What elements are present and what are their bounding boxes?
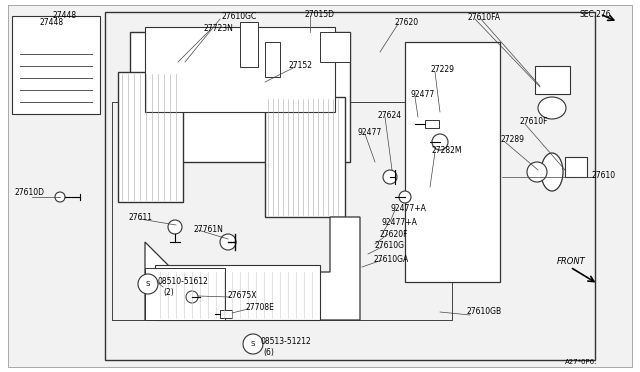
Bar bbox=[565, 157, 587, 177]
Circle shape bbox=[383, 170, 397, 184]
Circle shape bbox=[432, 134, 448, 150]
Bar bbox=[220, 310, 232, 318]
Circle shape bbox=[243, 334, 263, 354]
Text: A27*0P6.: A27*0P6. bbox=[565, 359, 597, 365]
Bar bbox=[105, 12, 595, 360]
Bar bbox=[265, 97, 345, 217]
Bar bbox=[155, 265, 320, 320]
Text: (6): (6) bbox=[263, 349, 274, 357]
Text: S: S bbox=[251, 341, 255, 347]
Text: FRONT: FRONT bbox=[557, 257, 586, 266]
Text: S: S bbox=[146, 281, 150, 287]
Text: 27448: 27448 bbox=[40, 17, 64, 26]
Text: 27610G: 27610G bbox=[375, 241, 405, 250]
Bar bbox=[112, 102, 452, 320]
Text: 27152: 27152 bbox=[289, 61, 313, 70]
Bar bbox=[12, 16, 100, 114]
Text: 27610F: 27610F bbox=[520, 116, 548, 125]
Circle shape bbox=[168, 220, 182, 234]
Text: 92477+A: 92477+A bbox=[391, 203, 427, 212]
Text: 27610GB: 27610GB bbox=[467, 308, 502, 317]
Text: 08510-51612: 08510-51612 bbox=[158, 276, 209, 285]
Bar bbox=[240, 22, 258, 67]
Text: 92477: 92477 bbox=[358, 128, 382, 137]
Text: 27448: 27448 bbox=[52, 10, 76, 19]
Text: 27289: 27289 bbox=[501, 135, 525, 144]
Bar bbox=[405, 42, 500, 282]
Polygon shape bbox=[145, 217, 360, 320]
Bar bbox=[145, 268, 225, 320]
Circle shape bbox=[527, 162, 547, 182]
Circle shape bbox=[186, 291, 198, 303]
Ellipse shape bbox=[541, 153, 563, 191]
Text: 27282M: 27282M bbox=[432, 145, 463, 154]
Bar bbox=[118, 72, 183, 202]
Bar bbox=[535, 66, 570, 94]
Text: 27723N: 27723N bbox=[204, 23, 234, 32]
Text: 27675X: 27675X bbox=[228, 292, 257, 301]
Circle shape bbox=[220, 234, 236, 250]
Text: 27015D: 27015D bbox=[305, 10, 335, 19]
Text: 27610GC: 27610GC bbox=[222, 12, 257, 20]
Bar bbox=[425, 120, 439, 128]
Circle shape bbox=[55, 192, 65, 202]
Ellipse shape bbox=[538, 97, 566, 119]
Text: 27610D: 27610D bbox=[14, 187, 44, 196]
Text: 27611: 27611 bbox=[128, 212, 152, 221]
Text: 92477+A: 92477+A bbox=[382, 218, 418, 227]
Text: 27620F: 27620F bbox=[380, 230, 408, 238]
Text: (2): (2) bbox=[163, 289, 173, 298]
Text: 27620: 27620 bbox=[395, 17, 419, 26]
Bar bbox=[320, 32, 350, 62]
Bar bbox=[145, 27, 335, 112]
Text: 27610: 27610 bbox=[592, 170, 616, 180]
Bar bbox=[112, 102, 452, 320]
Circle shape bbox=[399, 191, 411, 203]
Bar bbox=[130, 32, 350, 162]
Bar bbox=[265, 42, 280, 77]
Circle shape bbox=[138, 274, 158, 294]
Text: 27624: 27624 bbox=[378, 110, 402, 119]
Text: 92477: 92477 bbox=[411, 90, 435, 99]
Text: 08513-51212: 08513-51212 bbox=[261, 337, 312, 346]
Text: 27229: 27229 bbox=[431, 64, 455, 74]
Text: 27610FA: 27610FA bbox=[468, 13, 501, 22]
Text: 27761N: 27761N bbox=[193, 224, 223, 234]
Text: 27610GA: 27610GA bbox=[374, 254, 409, 263]
Text: SEC.276: SEC.276 bbox=[580, 10, 612, 19]
Text: 27708E: 27708E bbox=[246, 304, 275, 312]
